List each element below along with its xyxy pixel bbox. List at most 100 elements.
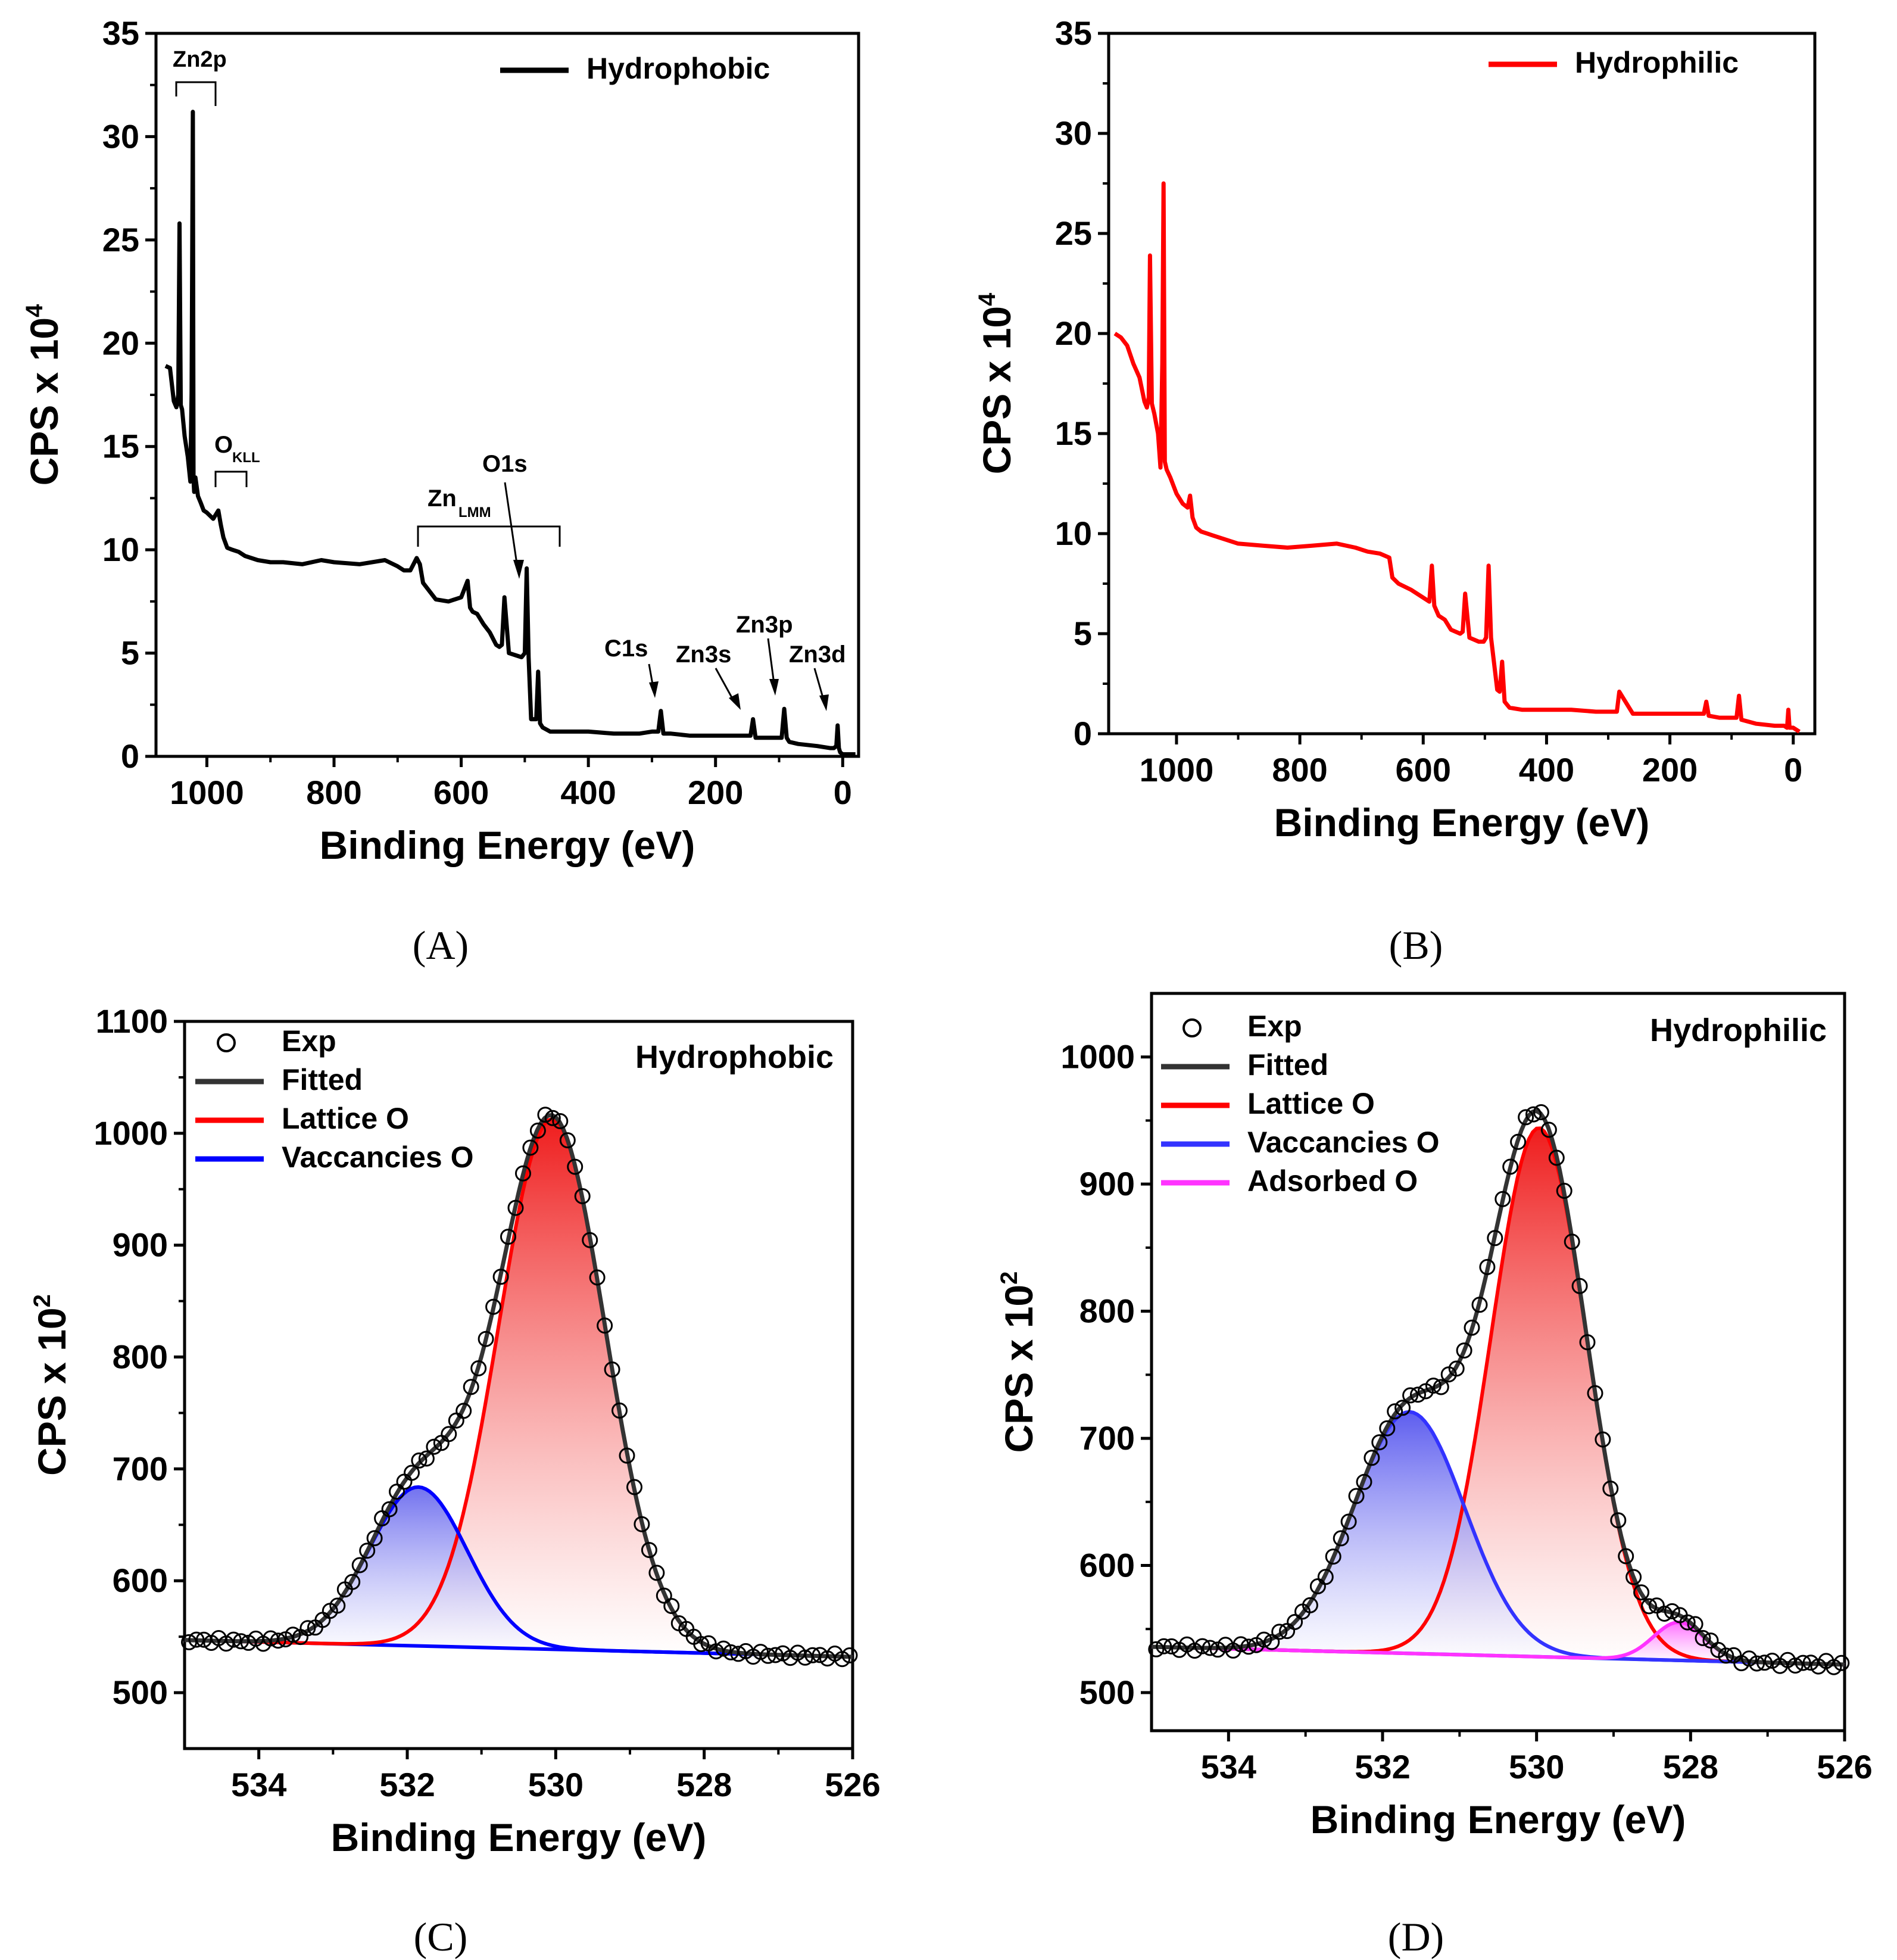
arrowhead-zn3d [819, 694, 829, 711]
y-tick-label: 35 [1055, 14, 1092, 52]
y-tick-label: 800 [113, 1338, 168, 1376]
exp-data-point [1356, 1473, 1372, 1490]
y-tick-label: 800 [1079, 1292, 1135, 1330]
panel-d-o1s-hydrophilic: 534 532 530 528 526 500 600 700 800 900 1000 Bindin… [996, 992, 1873, 1959]
exp-data-point [1641, 1598, 1657, 1615]
exp-data-point [529, 1122, 546, 1139]
exp-data-point [1464, 1319, 1480, 1336]
panel-d-series [1148, 1104, 1850, 1675]
x-tick-label: 1000 [170, 774, 244, 811]
panel-caption: (B) [1389, 923, 1443, 968]
exp-data-point [381, 1501, 398, 1517]
x-tick-label: 600 [433, 774, 489, 811]
panel-b-legend: Hydrophilic [1489, 46, 1739, 79]
x-tick-label: 530 [528, 1766, 584, 1803]
exp-data-point [1156, 1638, 1172, 1654]
legend-label: Vaccancies O [1247, 1126, 1439, 1159]
x-tick-label: 400 [560, 774, 616, 811]
peak-fill-lattice-o [1152, 1128, 1845, 1665]
exp-data-point [597, 1317, 613, 1334]
exp-data-point [1186, 1643, 1203, 1659]
arrowhead-zn3p [769, 679, 779, 696]
exp-data-point [1718, 1647, 1734, 1664]
x-tick-label: 526 [825, 1766, 880, 1803]
legend-marker-exp [217, 1033, 236, 1052]
x-tick-label: 534 [231, 1766, 286, 1803]
exp-data-point [1610, 1512, 1627, 1529]
exp-data-point [1394, 1400, 1411, 1416]
panel-caption: (C) [414, 1914, 468, 1959]
exp-data-point [1510, 1133, 1527, 1150]
x-tick-label: 0 [834, 774, 852, 811]
x-tick-label: 600 [1396, 751, 1451, 789]
x-tick-label: 800 [306, 774, 361, 811]
panel-title: Hydrophilic [1650, 1012, 1827, 1048]
exp-data-point [1733, 1655, 1750, 1672]
legend-label: Vaccancies O [282, 1141, 473, 1174]
x-tick-label: 1000 [1140, 751, 1214, 789]
exp-data-point [1202, 1640, 1218, 1656]
exp-data-point [797, 1649, 813, 1666]
y-axis-label-text: CPS x 10 [997, 1285, 1041, 1453]
x-tick-label: 528 [1663, 1748, 1718, 1785]
exp-data-point [1502, 1158, 1519, 1175]
exp-data-point [1802, 1654, 1819, 1671]
exp-data-point [441, 1426, 457, 1442]
exp-data-point [1287, 1614, 1303, 1630]
exp-data-point [485, 1298, 502, 1315]
exp-data-point [1795, 1654, 1811, 1671]
y-tick-label: 20 [1055, 314, 1092, 352]
exp-data-point [478, 1330, 494, 1347]
legend-label: Lattice O [282, 1102, 409, 1135]
y-tick-label: 700 [1079, 1419, 1135, 1457]
exp-data-point [1749, 1655, 1765, 1672]
exp-data-point [1741, 1650, 1758, 1667]
exp-data-point [1602, 1481, 1619, 1497]
exp-data-point [552, 1113, 569, 1129]
exp-data-point [544, 1110, 561, 1126]
exp-data-point [1618, 1548, 1634, 1565]
exp-data-point [1695, 1629, 1711, 1646]
x-tick-label: 800 [1272, 751, 1327, 789]
legend-marker-exp [1182, 1018, 1202, 1037]
panel-d-legend: Exp Fitted Lattice O Vaccancies O Adsorbed O [1161, 1009, 1439, 1198]
x-tick-label: 0 [1784, 751, 1802, 789]
annotation-znlmm: Zn [428, 485, 457, 512]
y-tick-label: 500 [113, 1674, 168, 1711]
exp-data-point [1317, 1569, 1334, 1585]
exp-data-point [1302, 1597, 1318, 1613]
exp-data-point [359, 1543, 376, 1559]
peak-fill-vaccancies-o [185, 1487, 853, 1657]
exp-data-point [559, 1132, 576, 1149]
exp-data-point [1548, 1149, 1565, 1166]
y-tick-label: 25 [1055, 214, 1092, 252]
legend-label: Fitted [1247, 1048, 1328, 1082]
y-tick-label: 600 [113, 1562, 168, 1599]
y-tick-label: 35 [102, 14, 139, 52]
exp-data-point [693, 1636, 710, 1652]
panel-a-survey-hydrophobic: 1000 800 600 400 200 0 0 5 10 15 20 25 30 35 Binding E… [21, 14, 860, 968]
annotation-brackets-and-arrows [175, 81, 825, 703]
x-tick-label: 530 [1509, 1748, 1564, 1785]
exp-data-point [752, 1644, 769, 1660]
exp-data-point [537, 1107, 554, 1123]
legend-label: Exp [282, 1024, 336, 1058]
y-tick-label: 5 [1074, 615, 1092, 652]
exp-data-point [1263, 1634, 1280, 1650]
panel-a-legend: Hydrophobic [500, 52, 770, 85]
panel-caption: (D) [1388, 1914, 1444, 1959]
annotation-zn3d: Zn3d [789, 641, 846, 668]
exp-data-point [404, 1464, 420, 1481]
exp-data-point [1433, 1379, 1449, 1395]
exp-data-point [507, 1199, 524, 1216]
y-axis-label-exponent: 4 [21, 304, 48, 317]
exp-data-point [426, 1438, 442, 1455]
exp-data-point [366, 1530, 383, 1547]
exp-data-point [1163, 1638, 1180, 1654]
y-tick-label: 700 [113, 1450, 168, 1487]
exp-data-point [1571, 1277, 1588, 1294]
exp-data-point [1756, 1654, 1773, 1671]
exp-data-point [1833, 1654, 1850, 1671]
panel-caption: (A) [413, 923, 469, 968]
